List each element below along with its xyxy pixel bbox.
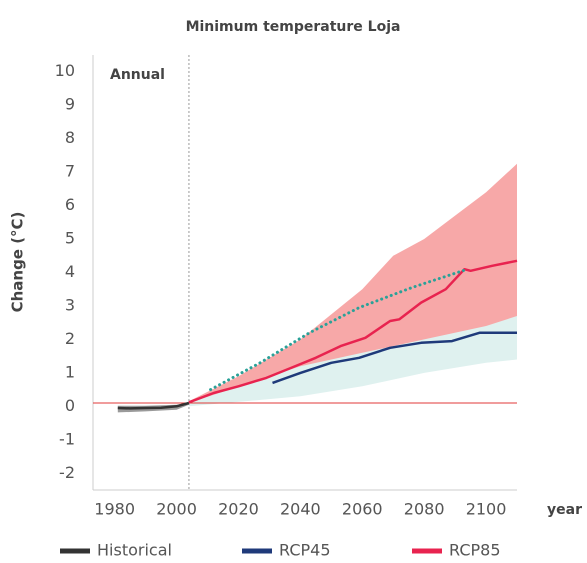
x-tick-label: 2020 xyxy=(218,500,259,519)
y-tick-label: 3 xyxy=(65,295,75,314)
x-tick-label: 2080 xyxy=(404,500,445,519)
y-tick-label: 6 xyxy=(65,195,75,214)
y-tick-label: 5 xyxy=(65,229,75,248)
x-tick-label: 2040 xyxy=(280,500,321,519)
legend-label: RCP45 xyxy=(279,541,331,560)
y-tick-label: 2 xyxy=(65,329,75,348)
band xyxy=(188,316,517,407)
x-axis-label: year xyxy=(547,502,582,518)
y-tick-label: 4 xyxy=(65,262,75,281)
legend-label: Historical xyxy=(97,541,172,560)
y-tick-label: 8 xyxy=(65,128,75,147)
series-line xyxy=(117,401,190,410)
legend-label: RCP85 xyxy=(449,541,501,560)
y-tick-label: -1 xyxy=(59,429,75,448)
y-tick-label: 10 xyxy=(55,61,75,80)
y-tick-label: 9 xyxy=(65,95,75,114)
x-tick-label: 2000 xyxy=(156,500,197,519)
series-line xyxy=(272,331,517,385)
x-tick-label: 1980 xyxy=(94,500,135,519)
y-tick-label: -2 xyxy=(59,463,75,482)
y-tick-label: 1 xyxy=(65,362,75,381)
x-tick-label: 2060 xyxy=(342,500,383,519)
series-line xyxy=(209,267,469,392)
y-axis-label: Change (°C) xyxy=(9,212,27,313)
series-line xyxy=(188,259,518,404)
y-tick-label: 0 xyxy=(65,396,75,415)
y-tick-label: 7 xyxy=(65,162,75,181)
x-tick-label: 2100 xyxy=(466,500,507,519)
chart-title: Minimum temperature Loja xyxy=(186,19,401,35)
annotation: Annual xyxy=(110,67,165,83)
